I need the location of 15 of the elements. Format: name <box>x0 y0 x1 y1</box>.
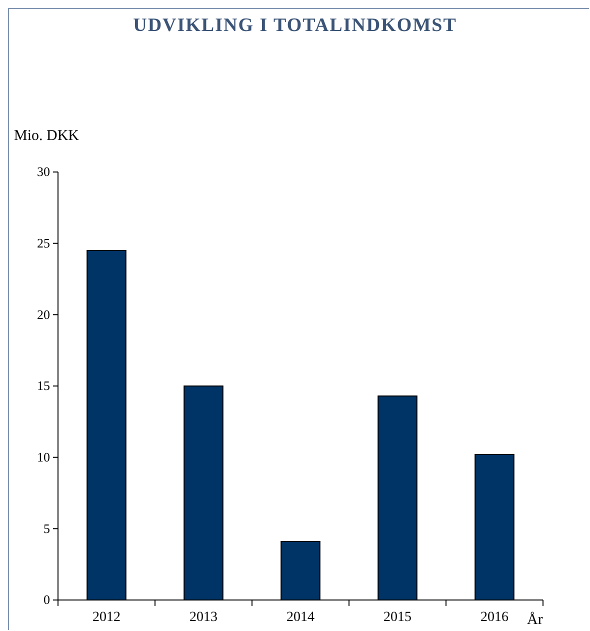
x-tick-label: 2015 <box>384 610 412 626</box>
x-tick-label: 2012 <box>92 610 120 626</box>
x-axis-title: År <box>527 611 543 628</box>
y-tick-label: 25 <box>37 235 50 250</box>
x-tick-label: 2013 <box>190 610 218 626</box>
chart-title: UDVIKLING I TOTALINDKOMST <box>133 15 457 36</box>
y-tick-label: 0 <box>44 592 50 608</box>
y-tick-label: 15 <box>37 378 50 394</box>
y-tick-label: 10 <box>37 449 50 464</box>
x-tick-label: 2016 <box>480 610 508 626</box>
y-tick-label: 20 <box>37 306 50 322</box>
y-tick-label: 30 <box>37 164 50 180</box>
y-tick-label: 5 <box>44 520 50 536</box>
y-axis-title: Mio. DKK <box>14 128 80 144</box>
x-tick-label: 2014 <box>286 610 314 626</box>
